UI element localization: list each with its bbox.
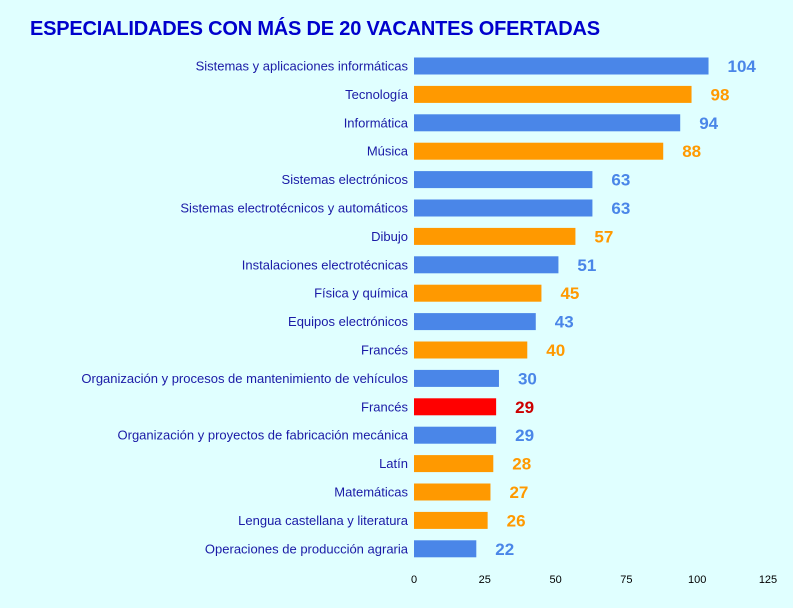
x-tick-label: 75 (620, 574, 632, 586)
x-axis-ticks: 0 25 50 75 100 125 (411, 574, 777, 586)
chart-title: ESPECIALIDADES CON MÁS DE 20 VACANTES OF… (30, 18, 600, 40)
category-label: Operaciones de producción agraria (205, 541, 409, 556)
x-tick-label: 125 (759, 574, 777, 586)
x-tick-label: 100 (688, 574, 706, 586)
x-tick-label: 25 (479, 574, 491, 586)
bar (414, 426, 497, 444)
bar (414, 57, 709, 75)
category-label: Tecnología (345, 87, 409, 102)
value-labels: 104 98 94 88 63 63 57 51 45 43 40 30 29 29 28 27 26 22 (495, 57, 756, 559)
bar (414, 313, 536, 331)
category-label: Francés (361, 399, 408, 414)
category-label: Organización y proyectos de fabricación … (118, 428, 409, 443)
category-label: Matemáticas (334, 485, 408, 500)
value-label: 29 (515, 398, 534, 417)
value-label: 45 (560, 284, 579, 303)
bars-group (414, 57, 709, 558)
bar (414, 284, 542, 302)
value-label: 43 (555, 313, 574, 332)
bar (414, 114, 681, 132)
bar (414, 199, 593, 217)
bar (414, 171, 593, 189)
value-label: 29 (515, 426, 534, 445)
value-label: 63 (611, 171, 630, 190)
category-label: Sistemas electrotécnicos y automáticos (180, 201, 408, 216)
category-label: Sistemas y aplicaciones informáticas (196, 59, 409, 74)
value-label: 98 (711, 85, 730, 104)
value-label: 30 (518, 369, 537, 388)
bar (414, 341, 528, 359)
value-label: 26 (507, 511, 526, 530)
x-tick-label: 0 (411, 574, 417, 586)
bar (414, 483, 491, 501)
value-label: 104 (728, 57, 757, 76)
value-label: 57 (594, 227, 613, 246)
value-label: 40 (546, 341, 565, 360)
x-tick-label: 50 (549, 574, 561, 586)
value-label: 88 (682, 142, 701, 161)
category-label: Sistemas electrónicos (282, 172, 409, 187)
bar (414, 85, 692, 103)
bar (414, 227, 576, 245)
bar (414, 511, 488, 529)
bar (414, 256, 559, 274)
category-label: Latín (379, 456, 408, 471)
category-label: Dibujo (371, 229, 408, 244)
category-label: Física y química (314, 286, 409, 301)
category-label: Instalaciones electrotécnicas (242, 257, 409, 272)
value-label: 94 (699, 114, 718, 133)
bar (414, 142, 664, 160)
bar (414, 369, 499, 387)
category-label: Organización y procesos de mantenimiento… (81, 371, 408, 386)
category-label: Música (367, 144, 409, 159)
value-label: 22 (495, 540, 514, 559)
bar (414, 455, 494, 473)
category-label: Francés (361, 343, 408, 358)
bar (414, 398, 497, 416)
category-label: Equipos electrónicos (288, 314, 408, 329)
bar (414, 540, 477, 558)
category-labels: Sistemas y aplicaciones informáticas Tecn… (81, 59, 408, 557)
value-label: 28 (512, 455, 531, 474)
value-label: 27 (509, 483, 528, 502)
category-label: Lengua castellana y literatura (238, 513, 409, 528)
category-label: Informática (344, 115, 409, 130)
value-label: 51 (577, 256, 596, 275)
value-label: 63 (611, 199, 630, 218)
